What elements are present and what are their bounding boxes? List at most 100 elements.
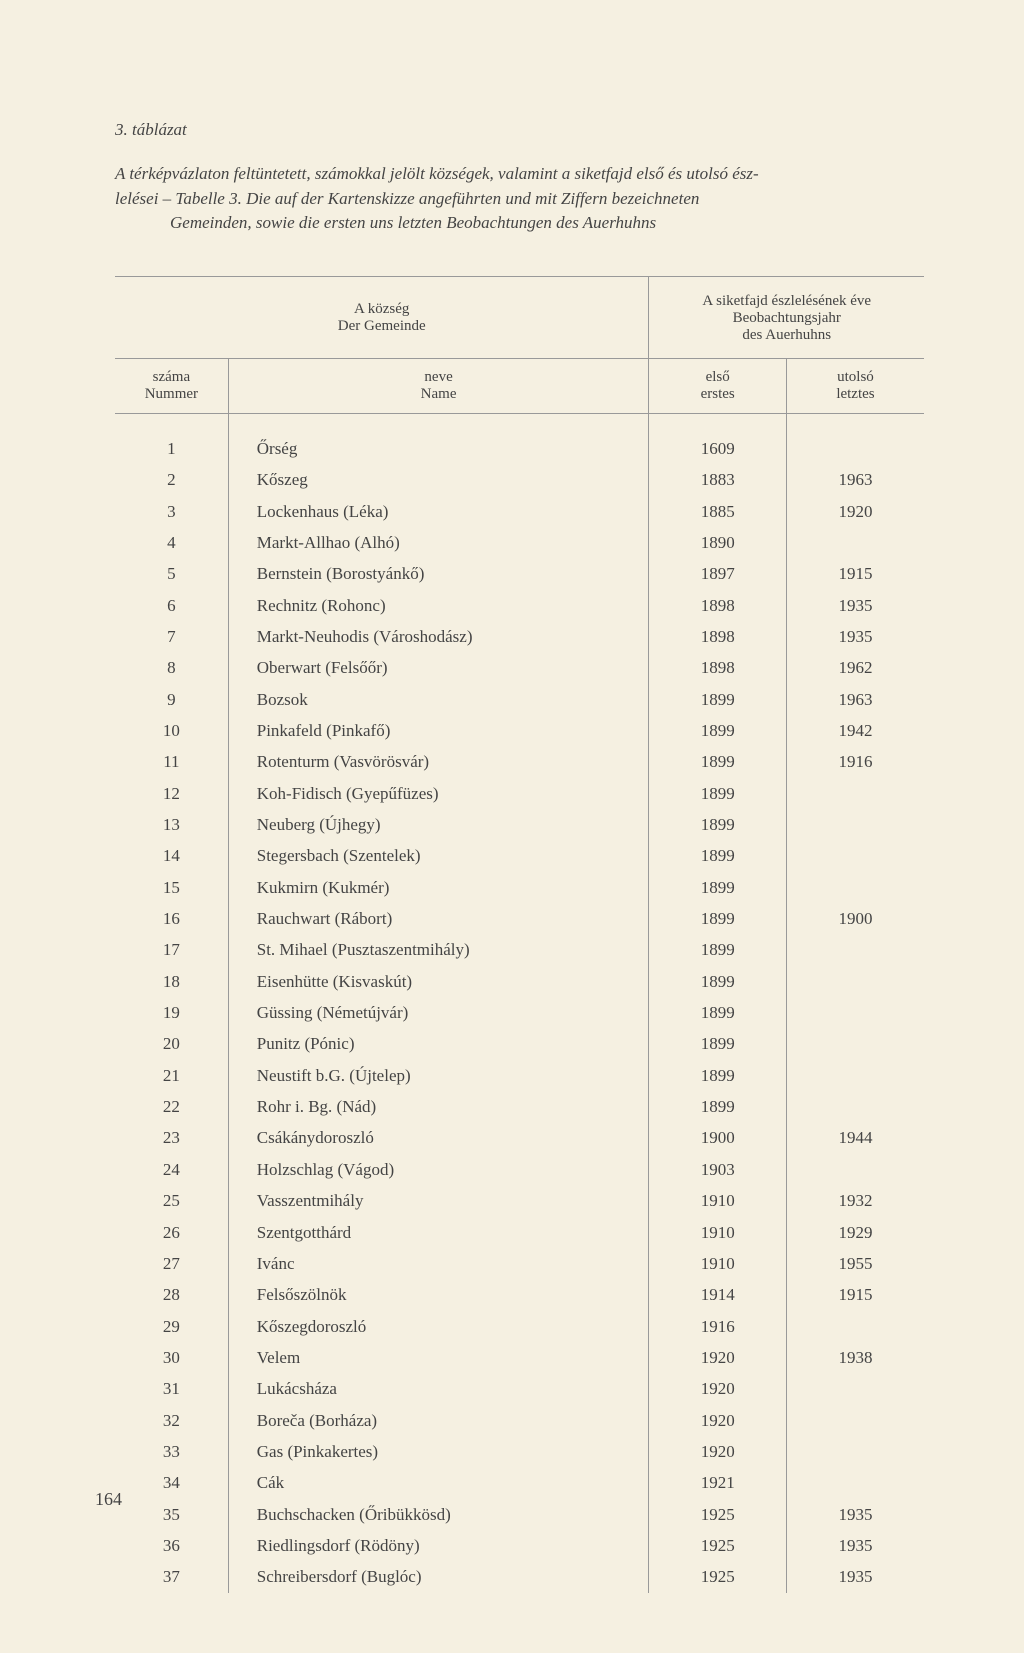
cell-name: Őrség — [228, 413, 649, 464]
cell-last-year: 1955 — [786, 1248, 924, 1279]
table-row: 8Oberwart (Felsőőr)18981962 — [115, 653, 924, 684]
table-row: 18Eisenhütte (Kisvaskút)1899 — [115, 966, 924, 997]
cell-first-year: 1899 — [649, 684, 787, 715]
cell-name: Bozsok — [228, 684, 649, 715]
table-row: 37Schreibersdorf (Buglóc)19251935 — [115, 1562, 924, 1593]
table-row: 7Markt-Neuhodis (Városhodász)18981935 — [115, 621, 924, 652]
header-text: utolsó — [837, 369, 874, 385]
cell-number: 33 — [115, 1436, 228, 1467]
cell-last-year: 1900 — [786, 904, 924, 935]
cell-last-year — [786, 966, 924, 997]
table-row: 11Rotenturm (Vasvörösvár)18991916 — [115, 747, 924, 778]
table-row: 30Velem19201938 — [115, 1342, 924, 1373]
table-row: 27Ivánc19101955 — [115, 1248, 924, 1279]
table-body: 1Őrség16092Kőszeg188319633Lockenhaus (Lé… — [115, 413, 924, 1593]
cell-last-year — [786, 810, 924, 841]
header-col-name: neve Name — [228, 358, 649, 413]
cell-number: 11 — [115, 747, 228, 778]
cell-name: Stegersbach (Szentelek) — [228, 841, 649, 872]
table-row: 21Neustift b.G. (Újtelep)1899 — [115, 1060, 924, 1091]
table-row: 22Rohr i. Bg. (Nád)1899 — [115, 1092, 924, 1123]
table-row: 17St. Mihael (Pusztaszentmihály)1899 — [115, 935, 924, 966]
table-row: 31Lukácsháza1920 — [115, 1374, 924, 1405]
table-row: 6Rechnitz (Rohonc)18981935 — [115, 590, 924, 621]
header-text: Der Gemeinde — [338, 318, 426, 334]
cell-number: 20 — [115, 1029, 228, 1060]
cell-name: Ivánc — [228, 1248, 649, 1279]
cell-first-year: 1910 — [649, 1217, 787, 1248]
table-row: 23Csákánydoroszló19001944 — [115, 1123, 924, 1154]
table-caption: A térképvázlaton feltüntetett, számokkal… — [115, 162, 924, 236]
cell-last-year — [786, 998, 924, 1029]
table-row: 33Gas (Pinkakertes)1920 — [115, 1436, 924, 1467]
cell-number: 19 — [115, 998, 228, 1029]
cell-number: 24 — [115, 1154, 228, 1185]
table-row: 36Riedlingsdorf (Rödöny)19251935 — [115, 1530, 924, 1561]
cell-number: 5 — [115, 559, 228, 590]
cell-last-year: 1935 — [786, 590, 924, 621]
table-row: 15Kukmirn (Kukmér)1899 — [115, 872, 924, 903]
cell-first-year: 1899 — [649, 716, 787, 747]
cell-name: Riedlingsdorf (Rödöny) — [228, 1530, 649, 1561]
cell-last-year — [786, 527, 924, 558]
cell-number: 4 — [115, 527, 228, 558]
cell-first-year: 1883 — [649, 465, 787, 496]
cell-name: Markt-Neuhodis (Városhodász) — [228, 621, 649, 652]
cell-name: Boreča (Borháza) — [228, 1405, 649, 1436]
cell-first-year: 1885 — [649, 496, 787, 527]
cell-name: Lockenhaus (Léka) — [228, 496, 649, 527]
cell-first-year: 1890 — [649, 527, 787, 558]
cell-name: Markt-Allhao (Alhó) — [228, 527, 649, 558]
cell-last-year: 1935 — [786, 1530, 924, 1561]
cell-name: Oberwart (Felsőőr) — [228, 653, 649, 684]
cell-name: Holzschlag (Vágod) — [228, 1154, 649, 1185]
table-row: 24Holzschlag (Vágod)1903 — [115, 1154, 924, 1185]
cell-first-year: 1899 — [649, 747, 787, 778]
cell-last-year: 1938 — [786, 1342, 924, 1373]
header-text: A község — [354, 301, 409, 317]
cell-name: Velem — [228, 1342, 649, 1373]
cell-number: 17 — [115, 935, 228, 966]
cell-name: Neustift b.G. (Újtelep) — [228, 1060, 649, 1091]
cell-first-year: 1898 — [649, 590, 787, 621]
cell-first-year: 1899 — [649, 1092, 787, 1123]
cell-number: 6 — [115, 590, 228, 621]
cell-number: 13 — [115, 810, 228, 841]
cell-last-year — [786, 872, 924, 903]
table-row: 19Güssing (Németújvár)1899 — [115, 998, 924, 1029]
cell-name: Koh-Fidisch (Gyepűfüzes) — [228, 778, 649, 809]
caption-line-1: A térképvázlaton feltüntetett, számokkal… — [115, 164, 759, 183]
cell-number: 14 — [115, 841, 228, 872]
cell-first-year: 1899 — [649, 872, 787, 903]
cell-last-year: 1932 — [786, 1186, 924, 1217]
cell-number: 31 — [115, 1374, 228, 1405]
cell-number: 28 — [115, 1280, 228, 1311]
header-group-observation-year: A siketfajd észlelésének éve Beobachtung… — [649, 276, 924, 358]
cell-number: 8 — [115, 653, 228, 684]
table-row: 10Pinkafeld (Pinkafő)18991942 — [115, 716, 924, 747]
cell-name: Pinkafeld (Pinkafő) — [228, 716, 649, 747]
cell-first-year: 1920 — [649, 1342, 787, 1373]
cell-first-year: 1925 — [649, 1499, 787, 1530]
table-row: 16Rauchwart (Rábort)18991900 — [115, 904, 924, 935]
cell-first-year: 1900 — [649, 1123, 787, 1154]
cell-number: 1 — [115, 413, 228, 464]
cell-name: Lukácsháza — [228, 1374, 649, 1405]
table-label: 3. táblázat — [115, 120, 924, 140]
table-row: 29Kőszegdoroszló1916 — [115, 1311, 924, 1342]
caption-line-3: Gemeinden, sowie die ersten uns letzten … — [115, 213, 656, 232]
header-text: első — [706, 369, 730, 385]
cell-last-year — [786, 1092, 924, 1123]
header-group-municipality: A község Der Gemeinde — [115, 276, 649, 358]
table-row: 34Cák1921 — [115, 1468, 924, 1499]
cell-first-year: 1916 — [649, 1311, 787, 1342]
cell-last-year — [786, 841, 924, 872]
cell-name: St. Mihael (Pusztaszentmihály) — [228, 935, 649, 966]
cell-last-year: 1915 — [786, 1280, 924, 1311]
cell-name: Felsőszölnök — [228, 1280, 649, 1311]
cell-last-year — [786, 935, 924, 966]
table-row: 25Vasszentmihály19101932 — [115, 1186, 924, 1217]
cell-last-year: 1963 — [786, 465, 924, 496]
cell-number: 21 — [115, 1060, 228, 1091]
cell-last-year: 1942 — [786, 716, 924, 747]
